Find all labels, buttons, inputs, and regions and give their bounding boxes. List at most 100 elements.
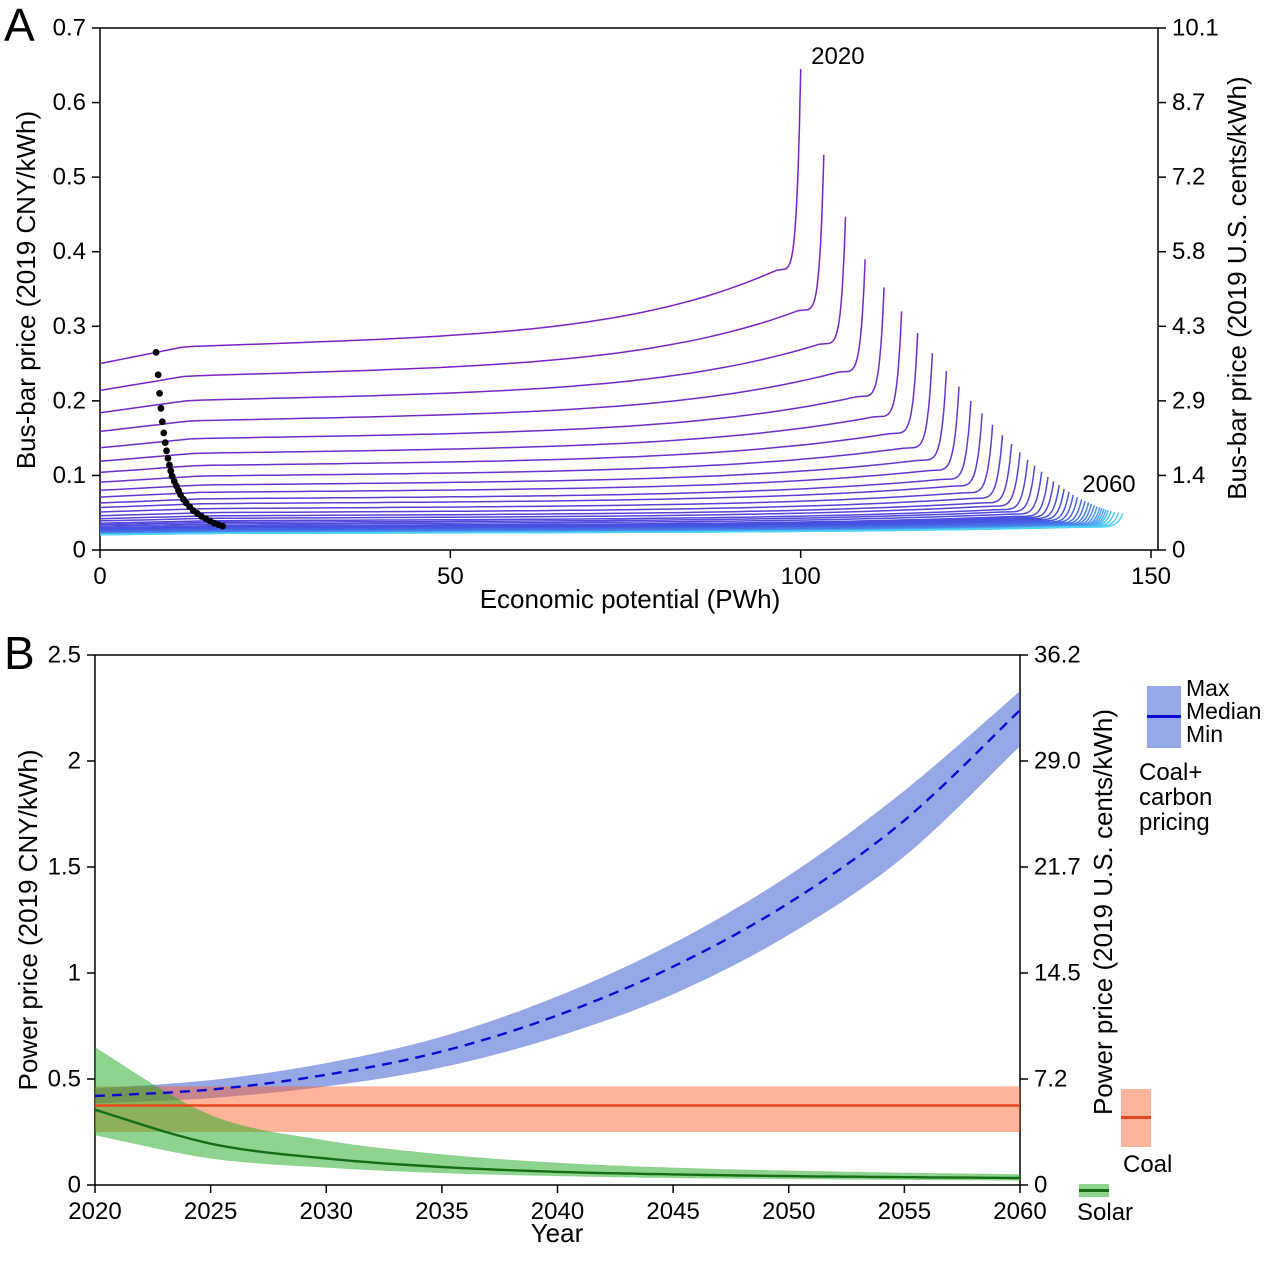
svg-text:0: 0 [93,563,106,590]
supply-curve-2028 [99,370,948,492]
supply-curve-2038 [99,471,1043,527]
svg-text:0: 0 [68,1172,81,1199]
panel-b-xlabel: Year [530,1218,584,1248]
svg-text:150: 150 [1131,563,1171,590]
historical-deployment-points [152,348,227,530]
svg-text:2030: 2030 [300,1198,353,1225]
svg-text:8.7: 8.7 [1172,89,1205,116]
svg-text:2.5: 2.5 [48,642,81,669]
svg-text:2060: 2060 [993,1198,1046,1225]
svg-text:5.8: 5.8 [1172,238,1205,265]
supply-curve-2030 [99,400,972,504]
supply-curve-2042 [99,488,1065,531]
svg-text:0.2: 0.2 [53,387,86,414]
svg-text:0: 0 [73,537,86,564]
supply-curve-2022 [99,216,847,414]
panel-a-ylabel-left: Bus-bar price (2019 CNY/kWh) [11,110,41,470]
svg-text:1.4: 1.4 [1172,462,1205,489]
svg-text:50: 50 [437,563,464,590]
legend-solar-swatch [1079,1184,1109,1197]
supply-curve-2023 [99,259,866,433]
supply-curve-2060 [99,513,1124,536]
svg-text:2020: 2020 [68,1198,121,1225]
legend-coal-label: Coal [1123,1151,1173,1178]
svg-text:0: 0 [1034,1172,1047,1199]
svg-text:0.1: 0.1 [53,462,86,489]
supply-curve-2039 [99,476,1049,529]
svg-text:2050: 2050 [762,1198,815,1225]
annotation-2020: 2020 [811,43,864,70]
svg-text:100: 100 [781,563,821,590]
supply-curve-2040 [99,481,1055,530]
supply-curve-2033 [99,435,1004,517]
svg-text:29.0: 29.0 [1034,748,1081,775]
supply-curve-2029 [99,386,960,498]
supply-curve-2035 [99,452,1021,522]
supply-curve-2043 [99,491,1070,532]
panel-b-letter: B [4,627,35,679]
svg-text:4.3: 4.3 [1172,313,1205,340]
svg-text:1: 1 [68,960,81,987]
supply-curve-2026 [99,332,919,474]
svg-text:7.2: 7.2 [1034,1066,1067,1093]
legend-min-label: Min [1186,721,1224,747]
svg-text:0.4: 0.4 [53,238,86,265]
median-lines [95,709,1020,1180]
svg-text:2055: 2055 [878,1198,931,1225]
panel-b-ylabel-left: Power price (2019 CNY/kWh) [13,749,43,1091]
panel-a-letter: A [4,0,35,51]
legend-coal-carbon-swatch [1147,686,1181,748]
supply-curve-2031 [99,413,983,509]
svg-text:2045: 2045 [646,1198,699,1225]
svg-text:0.7: 0.7 [53,15,86,42]
supply-curve-2037 [99,465,1036,526]
panel-b-ylabel-right: Power price (2019 U.S. cents/kWh) [1088,708,1118,1116]
supply-curve-2032 [99,424,994,513]
svg-text:0.5: 0.5 [48,1066,81,1093]
supply-curve-2020 [99,68,802,365]
svg-text:0.5: 0.5 [53,164,86,191]
supply-curves [99,68,1124,536]
legend-solar-label: Solar [1077,1199,1134,1226]
solar-median-line [95,1108,1020,1180]
svg-text:2025: 2025 [184,1198,237,1225]
legend-max-label: Max [1186,675,1230,701]
svg-text:2: 2 [68,748,81,775]
svg-text:2035: 2035 [415,1198,468,1225]
svg-text:14.5: 14.5 [1034,960,1081,987]
supply-curve-2041 [99,484,1060,530]
coal-band [95,1086,1020,1132]
coal-carbon-pricing-band [95,691,1020,1104]
legend-median-label: Median [1186,698,1262,724]
legend-coal-swatch [1121,1089,1151,1147]
panel-a-ylabel-right: Bus-bar price (2019 U.S. cents/kWh) [1222,76,1252,500]
solar-band [95,1047,1020,1181]
svg-text:1.5: 1.5 [48,854,81,881]
supply-curve-2024 [99,287,885,449]
svg-text:0.6: 0.6 [53,89,86,116]
svg-text:2040: 2040 [531,1198,584,1225]
svg-text:7.2: 7.2 [1172,164,1205,191]
panel-a-xlabel: Economic potential (PWh) [479,584,781,614]
svg-text:21.7: 21.7 [1034,854,1081,881]
legend-median-line [1147,715,1181,718]
svg-text:10.1: 10.1 [1172,15,1219,42]
coal-carbon-pricing-median-line [95,709,1020,1098]
svg-text:36.2: 36.2 [1034,642,1081,669]
supply-curve-2027 [99,353,934,483]
supply-curve-2034 [99,444,1013,520]
annotation-2060: 2060 [1082,471,1135,498]
supply-curve-2036 [99,459,1029,524]
svg-text:2.9: 2.9 [1172,387,1205,414]
price-bands [95,691,1020,1181]
supply-curve-2021 [99,154,825,392]
legend-solar-line [1079,1188,1109,1192]
supply-curve-2025 [99,311,903,463]
svg-text:0: 0 [1172,537,1185,564]
svg-text:0.3: 0.3 [53,313,86,340]
